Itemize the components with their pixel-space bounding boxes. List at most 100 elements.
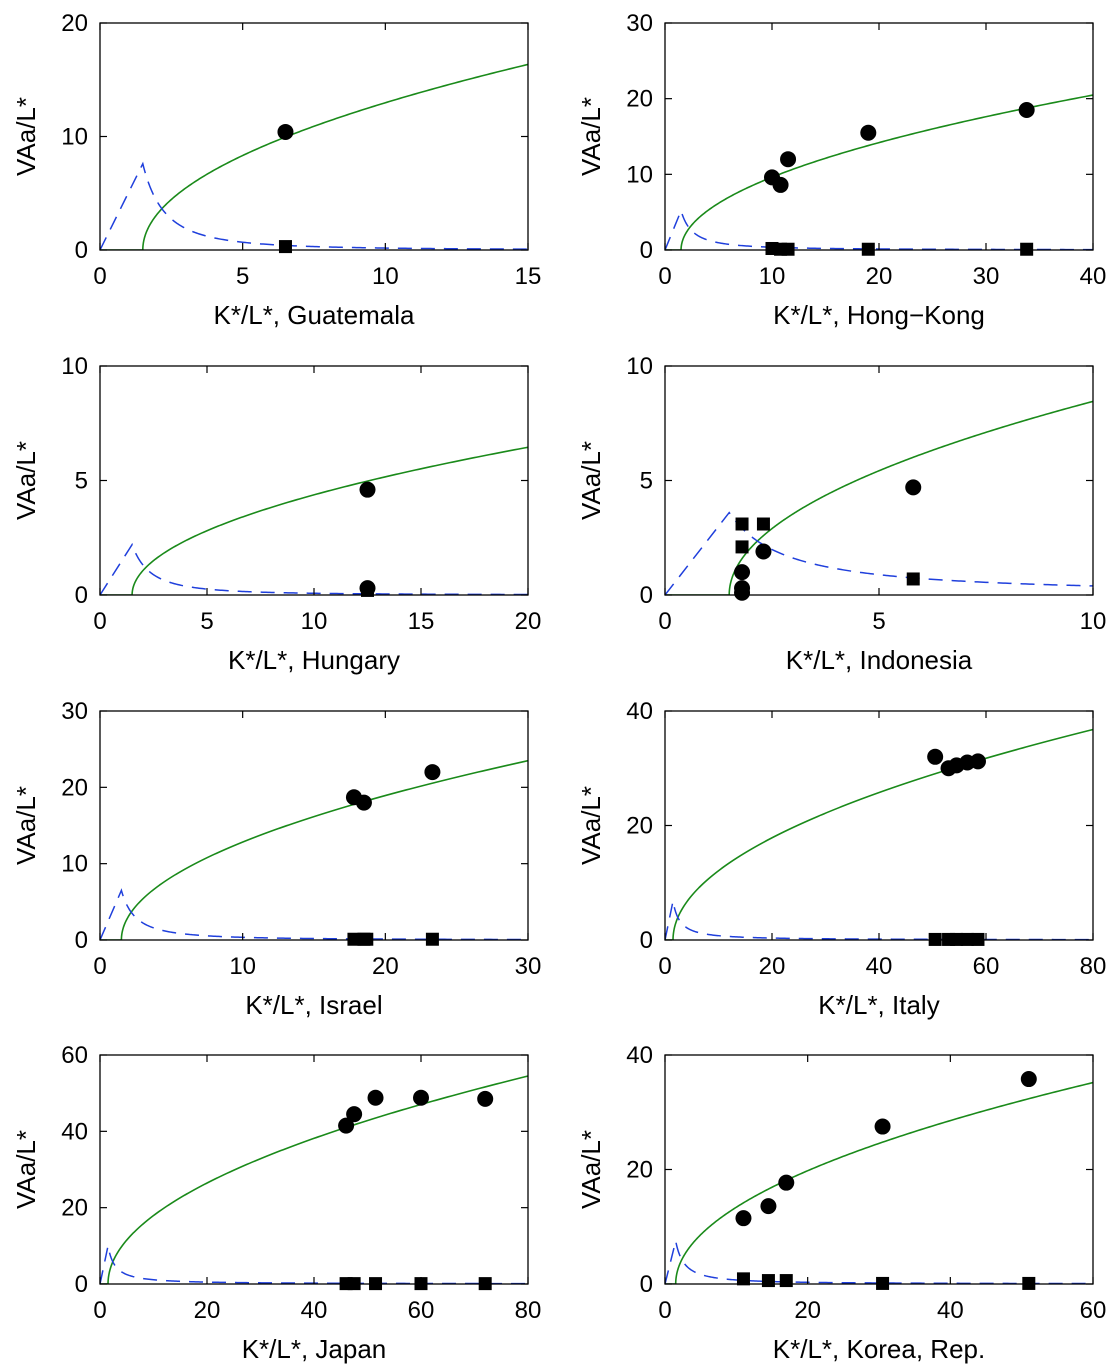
x-tick-label: 0 (93, 953, 106, 980)
x-tick-label: 0 (93, 263, 106, 290)
y-tick-label: 40 (61, 1118, 88, 1145)
y-tick-label: 10 (61, 124, 88, 151)
x-tick-label: 5 (200, 608, 213, 635)
chart-panel-3: 0 5 10 15 20 0 5 10 K*/L*, Hungary VAa/L* (11, 353, 541, 675)
chart-panel-5: 0 10 20 30 0 10 20 30 K*/L*, Israel VAa/L* (11, 698, 541, 1020)
x-tick-label: 0 (658, 263, 671, 290)
y-tick-label: 10 (626, 161, 653, 188)
x-tick-label: 30 (515, 953, 542, 980)
x-tick-label: 10 (759, 263, 786, 290)
x-tick-label: 0 (93, 608, 106, 635)
y-axis-label: VAa/L* (11, 441, 41, 520)
x-tick-label: 0 (93, 1297, 106, 1324)
green-solid-curve (100, 1075, 528, 1284)
chart-panel-7: 0 20 40 60 80 0 20 40 60 K*/L*, Japan VAa/L* (11, 1042, 541, 1364)
circle-marker (969, 753, 986, 770)
square-marker (906, 572, 920, 586)
y-axis-label: VAa/L* (11, 786, 41, 865)
y-tick-label: 5 (75, 468, 88, 495)
circle-marker (778, 1174, 795, 1191)
green-solid-curve (665, 1081, 1093, 1284)
axes-frame (664, 710, 1094, 941)
x-tick-label: 60 (973, 953, 1000, 980)
y-axis-label: VAa/L* (11, 1130, 41, 1209)
circle-marker (734, 564, 751, 581)
y-tick-label: 20 (61, 10, 88, 37)
x-tick-label: 80 (515, 1297, 542, 1324)
x-tick-label: 10 (301, 608, 328, 635)
square-marker (1020, 242, 1034, 256)
x-axis-label: K*/L*, Guatemala (214, 300, 415, 330)
x-tick-label: 0 (658, 953, 671, 980)
circle-marker (755, 543, 772, 560)
y-tick-label: 60 (61, 1042, 88, 1069)
x-tick-label: 60 (1080, 1297, 1107, 1324)
y-tick-label: 0 (75, 237, 88, 264)
x-tick-label: 20 (194, 1297, 221, 1324)
chart-panel-8: 0 20 40 60 0 20 40 K*/L*, Korea, Rep. VAa/L* (576, 1042, 1106, 1364)
y-tick-label: 0 (75, 927, 88, 954)
chart-panel-1: 0 5 10 15 0 10 20 K*/L*, Guatemala VAa/L* (11, 10, 541, 330)
square-marker (735, 540, 749, 554)
y-axis-label: VAa/L* (576, 1130, 606, 1209)
chart-panel-6: 0 20 40 60 80 0 20 40 K*/L*, Italy VAa/L* (576, 698, 1106, 1020)
circle-marker (1020, 1071, 1037, 1088)
circle-marker (346, 1106, 363, 1123)
x-tick-label: 0 (658, 1297, 671, 1324)
y-axis-label: VAa/L* (576, 441, 606, 520)
axes-frame (99, 1054, 529, 1285)
square-marker (347, 932, 361, 946)
x-axis-label: K*/L*, Hungary (228, 645, 400, 675)
y-tick-label: 20 (626, 86, 653, 113)
x-tick-label: 20 (372, 953, 399, 980)
circle-marker (1018, 102, 1035, 119)
axes-frame (99, 710, 529, 941)
x-tick-label: 10 (1080, 608, 1107, 635)
circle-marker (734, 584, 751, 601)
y-tick-label: 40 (626, 1042, 653, 1069)
x-axis-label: K*/L*, Korea, Rep. (773, 1334, 985, 1364)
square-marker (360, 932, 374, 946)
circle-marker (367, 1089, 384, 1106)
blue-dashed-curve (665, 208, 1093, 250)
square-marker (736, 1272, 750, 1286)
circle-marker (927, 748, 944, 765)
x-tick-label: 40 (301, 1297, 328, 1324)
circle-marker (760, 1198, 777, 1215)
x-tick-label: 15 (408, 608, 435, 635)
y-tick-label: 10 (61, 353, 88, 380)
x-tick-label: 40 (866, 953, 893, 980)
circle-marker (413, 1089, 429, 1106)
x-tick-label: 15 (515, 263, 542, 290)
y-axis-label: VAa/L* (576, 97, 606, 176)
square-marker (861, 242, 875, 256)
x-tick-label: 20 (794, 1297, 821, 1324)
square-marker (756, 517, 770, 531)
y-tick-label: 20 (61, 774, 88, 801)
y-tick-label: 0 (75, 582, 88, 609)
green-solid-curve (100, 759, 528, 940)
y-tick-label: 0 (640, 927, 653, 954)
green-solid-curve (100, 63, 528, 250)
circle-marker (874, 1118, 891, 1135)
blue-dashed-curve (100, 888, 528, 940)
circle-marker (424, 764, 441, 781)
x-tick-label: 5 (872, 608, 885, 635)
circle-marker (477, 1090, 494, 1107)
y-tick-label: 40 (626, 698, 653, 725)
circle-marker (905, 479, 922, 496)
x-axis-label: K*/L*, Indonesia (786, 645, 973, 675)
green-solid-curve (665, 728, 1093, 940)
y-tick-label: 20 (626, 813, 653, 840)
circle-marker (860, 124, 877, 141)
green-solid-curve (100, 446, 528, 595)
y-axis-label: VAa/L* (11, 97, 41, 176)
x-tick-label: 0 (658, 608, 671, 635)
circle-marker (277, 123, 294, 140)
y-tick-label: 0 (640, 582, 653, 609)
y-tick-label: 20 (626, 1157, 653, 1184)
x-tick-label: 30 (973, 263, 1000, 290)
x-tick-label: 10 (229, 953, 256, 980)
x-axis-label: K*/L*, Israel (245, 990, 382, 1020)
circle-marker (338, 1117, 355, 1134)
